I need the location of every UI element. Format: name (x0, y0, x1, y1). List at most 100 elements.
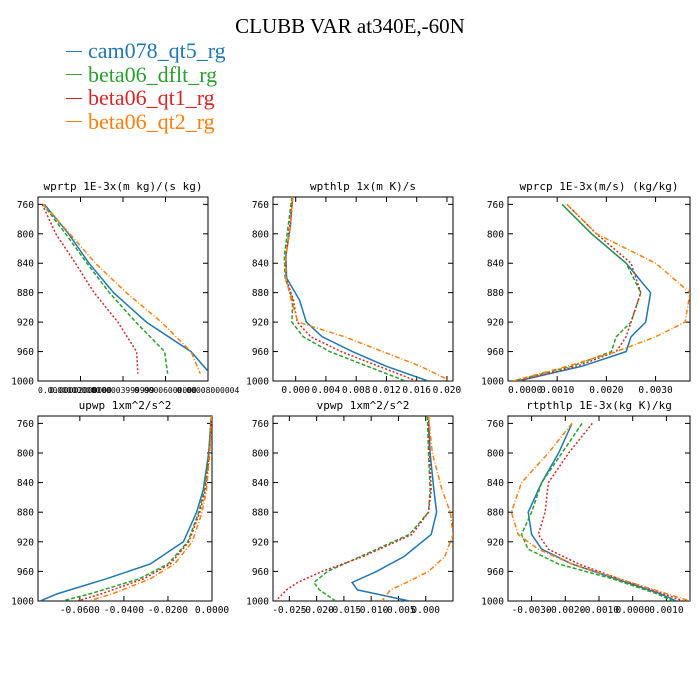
x-tick-label: 0.020 (433, 385, 462, 396)
x-tick-label: 0.008 (342, 385, 371, 396)
x-tick-label: -0.020 (299, 605, 334, 616)
y-tick-label: 920 (487, 318, 504, 329)
chart-panel: vpwp 1xm^2/s^27608008408809209601000-0.0… (246, 399, 454, 616)
y-tick-label: 920 (252, 537, 269, 548)
plot-frame (37, 196, 209, 382)
y-tick-label: 760 (487, 200, 504, 211)
x-tick-label: -0.0400 (104, 605, 144, 616)
x-tick-label: -0.015 (327, 605, 361, 616)
y-tick-label: 800 (487, 229, 504, 240)
y-tick-label: 840 (17, 478, 34, 489)
series-line (43, 203, 208, 373)
series-line (527, 423, 677, 601)
legend-item: beta06_qt1_rg (66, 85, 226, 110)
chart-title: wprcp 1E-3x(m/s) (kg/kg) (520, 180, 679, 193)
y-tick-label: 840 (487, 478, 504, 489)
x-tick-label: 0.00002000000 (49, 386, 112, 395)
series-line (312, 416, 431, 601)
series-line (350, 416, 438, 601)
series-line (381, 416, 453, 601)
y-tick-label: 880 (487, 288, 504, 299)
plot-frame (272, 415, 454, 602)
y-tick-label: 1000 (481, 597, 504, 608)
series-line (510, 422, 690, 601)
x-tick-label: 0.00006000000 (134, 386, 197, 395)
chart-title: wprtp 1E-3x(m kg)/(s kg) (44, 180, 203, 193)
series-line (285, 197, 452, 381)
x-tick-label: -0.025 (272, 605, 306, 616)
legend-swatch (66, 97, 82, 99)
legend-item: beta06_qt2_rg (66, 108, 226, 134)
x-tick-label: 0.0000 (195, 605, 230, 616)
y-tick-label: 840 (487, 259, 504, 270)
y-tick-label: 1000 (246, 597, 269, 608)
x-tick-label: 0.00003999999 (92, 386, 155, 395)
y-tick-label: 840 (252, 478, 269, 489)
y-tick-label: 840 (17, 259, 34, 270)
y-tick-label: 800 (487, 449, 504, 460)
legend-swatch (66, 50, 82, 52)
legend-item: cam078_qt5_rg (66, 38, 226, 63)
y-tick-label: 920 (17, 318, 34, 329)
y-tick-label: 840 (252, 259, 269, 270)
x-tick-label: 0.0010 (540, 385, 575, 396)
legend: cam078_qt5_rg beta06_dflt_rg beta06_qt1_… (66, 38, 226, 134)
y-tick-label: 960 (252, 347, 269, 358)
series-line (88, 416, 212, 601)
chart-title: rtpthlp 1E-3x(kg K)/kg (526, 399, 672, 412)
plot-frame (507, 415, 691, 602)
y-tick-label: 920 (252, 318, 269, 329)
x-tick-label: 0.000 (411, 605, 440, 616)
x-tick-label: -0.0200 (148, 605, 188, 616)
page-title: CLUBB VAR at340E,-60N (235, 14, 465, 38)
y-tick-label: 920 (17, 537, 34, 548)
legend-label: beta06_qt2_rg (88, 108, 215, 134)
x-tick-label: 0.00008000004 (177, 386, 240, 395)
series-line (512, 203, 690, 381)
x-tick-label: -0.010 (354, 605, 389, 616)
series-line (42, 203, 201, 374)
legend-item: beta06_dflt_rg (66, 61, 226, 87)
y-tick-label: 1000 (11, 377, 34, 388)
series-line (283, 197, 406, 381)
y-tick-label: 800 (17, 449, 34, 460)
series-line (537, 422, 684, 601)
y-tick-label: 760 (252, 200, 269, 211)
y-tick-label: 960 (17, 347, 34, 358)
series-line (42, 203, 169, 374)
x-tick-label: 0.0030 (638, 385, 673, 396)
chart-title: vpwp 1xm^2/s^2 (317, 399, 410, 412)
legend-label: cam078_qt5_rg (88, 38, 226, 63)
x-tick-label: -0.0010 (579, 605, 619, 616)
y-tick-label: 960 (487, 347, 504, 358)
y-tick-label: 1000 (11, 597, 34, 608)
y-tick-label: 760 (17, 200, 34, 211)
x-tick-label: -0.0030 (512, 605, 552, 616)
legend-label: beta06_qt1_rg (88, 85, 215, 110)
chart-panel: wprtp 1E-3x(m kg)/(s kg) 760 800 840 880 920 9… (11, 180, 239, 395)
legend-label: beta06_dflt_rg (88, 61, 218, 87)
x-tick-label: 0.0010 (649, 605, 684, 616)
x-tick-label: 0.0020 (589, 385, 624, 396)
legend-swatch (66, 74, 82, 75)
y-tick-label: 800 (17, 229, 34, 240)
chart-panel: wprcp 1E-3x(m/s) (kg/kg) 760 800 840 880 920 9… (481, 180, 691, 396)
chart-panel: upwp 1xm^2/s^2 760 800 840 880 920 960 1000 -0.0… (11, 399, 229, 616)
y-tick-label: 960 (487, 567, 504, 578)
chart-panel: wpthlp 1x(m K)/s 760 800 840 880 920 960 1000 0.… (246, 180, 461, 396)
chart-title: wpthlp 1x(m K)/s (310, 180, 416, 193)
x-tick-label: 0.004 (312, 385, 341, 396)
x-tick-label: 0.016 (402, 385, 431, 396)
y-tick-label: 760 (252, 419, 269, 430)
plot-frame (507, 196, 691, 382)
y-tick-label: 920 (487, 537, 504, 548)
x-tick-label: -0.005 (381, 605, 415, 616)
y-tick-label: 800 (252, 229, 269, 240)
x-tick-label: 0.0000 (508, 385, 543, 396)
y-tick-label: 960 (252, 567, 269, 578)
chart-panel: rtpthlp 1E-3x(kg K)/kg 760 800 840 880 920 960… (481, 399, 691, 616)
y-tick-label: 800 (252, 449, 269, 460)
x-tick-label: 0.00000000000 (38, 386, 101, 395)
y-tick-label: 880 (17, 288, 34, 299)
chart-title: upwp 1xm^2/s^2 (79, 399, 172, 412)
